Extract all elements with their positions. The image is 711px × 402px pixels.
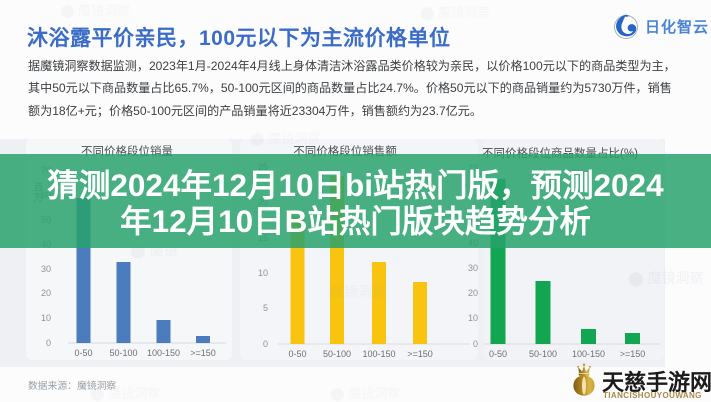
svg-text:0: 0 [46, 338, 51, 348]
svg-text:5: 5 [263, 303, 268, 313]
svg-text:50-100: 50-100 [109, 348, 137, 358]
svg-text:50-100: 50-100 [323, 349, 351, 359]
svg-text:10: 10 [41, 313, 51, 323]
svg-text:>=150: >=150 [407, 349, 433, 359]
svg-text:100-150: 100-150 [147, 348, 180, 358]
svg-text:0-50: 0-50 [288, 349, 306, 359]
svg-text:0-50: 0-50 [74, 348, 92, 358]
svg-text:30: 30 [41, 264, 51, 274]
svg-text:20: 20 [468, 288, 478, 298]
svg-text:0: 0 [473, 339, 478, 349]
svg-text:20: 20 [41, 288, 51, 298]
svg-text:0-50: 0-50 [489, 349, 507, 359]
svg-text:10: 10 [468, 313, 478, 323]
svg-text:10: 10 [258, 268, 268, 278]
svg-text:0: 0 [263, 339, 268, 349]
svg-text:>=150: >=150 [620, 349, 646, 359]
svg-text:30: 30 [468, 263, 478, 273]
svg-text:100-150: 100-150 [572, 349, 605, 359]
svg-text:>=150: >=150 [190, 348, 216, 358]
svg-text:100-150: 100-150 [362, 349, 395, 359]
svg-text:50-100: 50-100 [529, 349, 557, 359]
